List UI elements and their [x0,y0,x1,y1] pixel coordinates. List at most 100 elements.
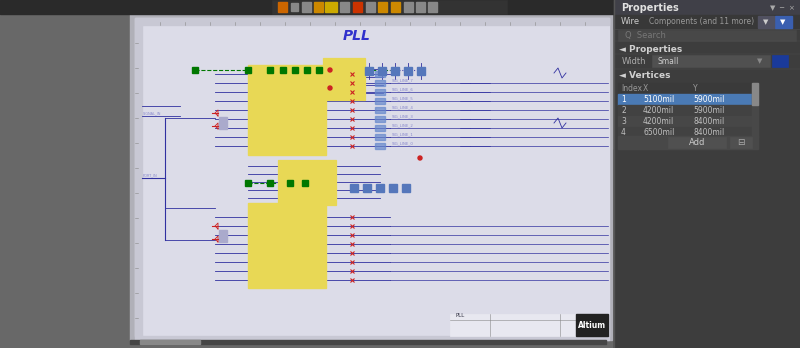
Bar [248,65,326,155]
Bar [618,136,758,149]
Text: 6500mil: 6500mil [643,128,674,137]
Text: SIGNAL_IN: SIGNAL_IN [143,111,162,115]
Text: Y: Y [693,84,698,93]
Bar [730,137,752,148]
Bar [375,125,385,131]
Bar [248,203,326,288]
Bar [278,2,287,12]
Text: Q  Search: Q Search [625,31,666,40]
Bar [215,95,237,133]
Bar [389,184,397,192]
Bar [375,98,385,104]
Bar [404,67,412,75]
Bar [130,340,606,344]
Text: ▼: ▼ [757,58,762,64]
Bar [192,67,198,73]
Bar [652,55,770,67]
Text: 8400mil: 8400mil [693,128,724,137]
Text: ─: ─ [779,5,783,11]
Bar [245,67,251,73]
Text: PORT_IN: PORT_IN [143,173,158,177]
Bar [618,83,752,138]
Bar [219,117,227,129]
Bar [668,137,726,148]
Text: 4: 4 [621,128,626,137]
Bar [291,3,298,11]
Bar [135,18,609,25]
Bar [402,184,410,192]
Bar [314,2,323,12]
Circle shape [328,68,332,72]
Bar [363,184,371,192]
Bar [545,58,575,88]
Bar [772,55,788,67]
Bar [618,94,752,105]
Text: ⊟: ⊟ [738,138,745,147]
Bar [219,230,227,242]
Bar [366,2,375,12]
Text: 4200mil: 4200mil [643,117,674,126]
Bar [545,233,575,263]
Bar [752,83,758,105]
Text: 3: 3 [621,117,626,126]
Bar [302,2,311,12]
Text: Altium: Altium [578,321,606,330]
Bar [614,15,800,29]
Bar [340,2,349,12]
Text: SIG_LINE_4: SIG_LINE_4 [392,105,414,110]
Bar [135,18,609,336]
Bar [775,16,792,28]
Text: X: X [643,84,648,93]
Text: SIG_LINE_3: SIG_LINE_3 [392,114,414,119]
Bar [618,127,752,138]
Bar [365,67,373,75]
Bar [135,336,609,340]
Bar [614,0,800,15]
Text: SIG_LINE_5: SIG_LINE_5 [392,96,414,101]
Text: ▼: ▼ [770,5,775,11]
Bar [375,143,385,149]
Bar [378,2,387,12]
Bar [417,67,425,75]
Text: SIG_LINE_0: SIG_LINE_0 [392,142,414,145]
Bar [618,83,752,94]
Bar [618,105,752,116]
Text: SIG_LINE_2: SIG_LINE_2 [392,124,414,127]
Text: ▼: ▼ [780,19,786,25]
Text: Add: Add [689,138,705,147]
Text: Wire: Wire [621,17,640,26]
Bar [375,134,385,140]
Bar [375,107,385,113]
Bar [450,314,608,336]
Bar [375,71,385,77]
Bar [215,208,237,246]
Text: ◄ Properties: ◄ Properties [619,45,682,54]
Bar [376,184,384,192]
Bar [375,89,385,95]
Bar [428,2,437,12]
Text: SIG_LINE_6: SIG_LINE_6 [392,87,414,92]
Text: 5100mil: 5100mil [643,95,674,104]
Bar [545,108,575,138]
Circle shape [328,86,332,90]
Bar [272,0,507,14]
Text: 2: 2 [621,106,626,115]
Bar [758,16,774,28]
Bar [391,67,399,75]
Text: Properties: Properties [621,3,678,13]
Bar [614,149,800,348]
Bar [278,160,336,205]
Text: 5900mil: 5900mil [693,95,724,104]
Bar [325,2,337,12]
Text: Components (and 11 more): Components (and 11 more) [649,17,754,26]
Bar [378,67,386,75]
Bar [350,184,358,192]
Bar [618,116,752,127]
Bar [135,25,142,336]
Bar [140,340,200,344]
Text: 5900mil: 5900mil [693,106,724,115]
Bar [323,58,365,100]
Text: PLL: PLL [343,29,371,43]
Bar [292,67,298,73]
Bar [280,67,286,73]
